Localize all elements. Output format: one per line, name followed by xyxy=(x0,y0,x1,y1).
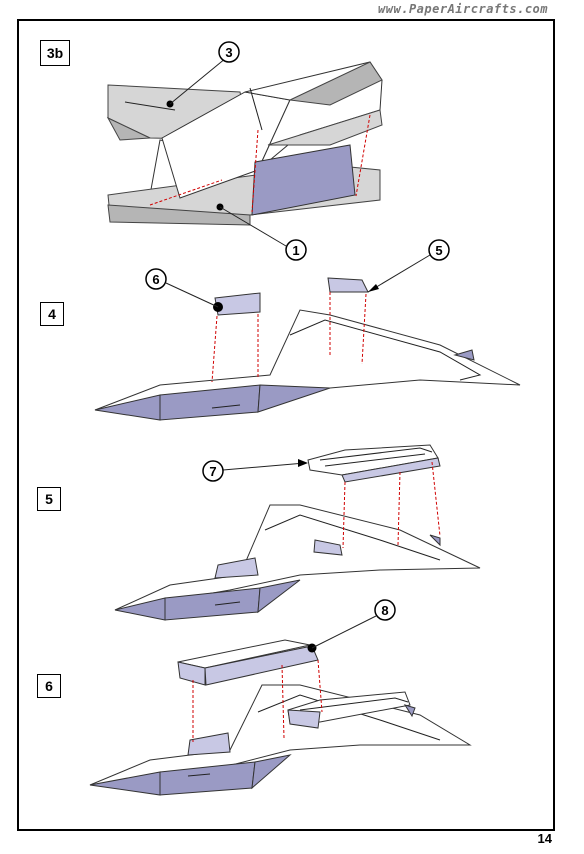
callout-8-text: 8 xyxy=(381,603,388,618)
callout-1: 1 xyxy=(219,206,307,261)
page-frame xyxy=(17,19,555,831)
step-label-5: 5 xyxy=(37,487,61,511)
callout-7: 7 xyxy=(202,459,308,482)
callout-6-text: 6 xyxy=(152,272,159,287)
callout-1-text: 1 xyxy=(292,243,299,258)
detail-closeup-3b xyxy=(106,61,383,226)
callout-3: 3 xyxy=(169,41,240,105)
callout-5-text: 5 xyxy=(435,243,442,258)
website-url: www.PaperAircrafts.com xyxy=(378,2,548,16)
step-label-6: 6 xyxy=(37,674,61,698)
callout-5: 5 xyxy=(367,239,450,293)
callout-7-text: 7 xyxy=(209,464,216,479)
page-number: 14 xyxy=(537,831,552,846)
aircraft-step-4 xyxy=(94,277,521,421)
step-label-3b: 3b xyxy=(40,40,70,66)
callout-8: 8 xyxy=(311,599,396,649)
step-label-4: 4 xyxy=(40,302,64,326)
callout-3-text: 3 xyxy=(225,45,232,60)
callout-6: 6 xyxy=(145,268,219,308)
aircraft-step-5 xyxy=(114,444,481,621)
aircraft-step-6 xyxy=(89,639,472,796)
